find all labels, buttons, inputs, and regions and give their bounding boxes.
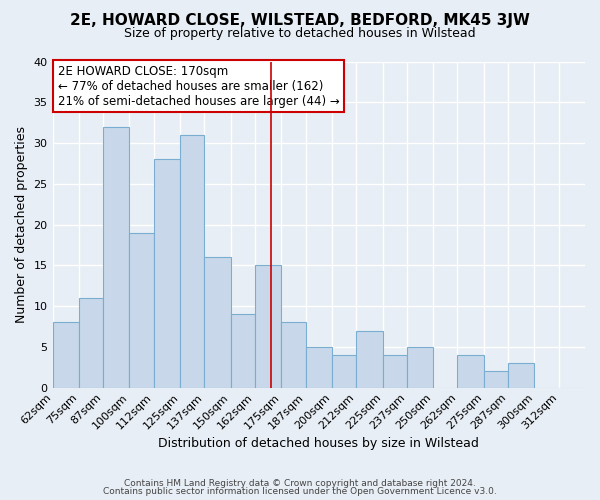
- Bar: [484, 372, 508, 388]
- Text: 2E, HOWARD CLOSE, WILSTEAD, BEDFORD, MK45 3JW: 2E, HOWARD CLOSE, WILSTEAD, BEDFORD, MK4…: [70, 12, 530, 28]
- Text: Size of property relative to detached houses in Wilstead: Size of property relative to detached ho…: [124, 28, 476, 40]
- Bar: [53, 322, 79, 388]
- Bar: [205, 257, 231, 388]
- X-axis label: Distribution of detached houses by size in Wilstead: Distribution of detached houses by size …: [158, 437, 479, 450]
- Bar: [103, 126, 130, 388]
- Text: Contains HM Land Registry data © Crown copyright and database right 2024.: Contains HM Land Registry data © Crown c…: [124, 478, 476, 488]
- Bar: [154, 160, 180, 388]
- Bar: [130, 232, 154, 388]
- Bar: [457, 355, 484, 388]
- Bar: [180, 135, 205, 388]
- Bar: [356, 330, 383, 388]
- Bar: [305, 347, 332, 388]
- Y-axis label: Number of detached properties: Number of detached properties: [15, 126, 28, 323]
- Bar: [332, 355, 356, 388]
- Text: Contains public sector information licensed under the Open Government Licence v3: Contains public sector information licen…: [103, 487, 497, 496]
- Bar: [407, 347, 433, 388]
- Text: 2E HOWARD CLOSE: 170sqm
← 77% of detached houses are smaller (162)
21% of semi-d: 2E HOWARD CLOSE: 170sqm ← 77% of detache…: [58, 65, 340, 108]
- Bar: [508, 363, 535, 388]
- Bar: [79, 298, 103, 388]
- Bar: [383, 355, 407, 388]
- Bar: [281, 322, 305, 388]
- Bar: [231, 314, 255, 388]
- Bar: [255, 266, 281, 388]
